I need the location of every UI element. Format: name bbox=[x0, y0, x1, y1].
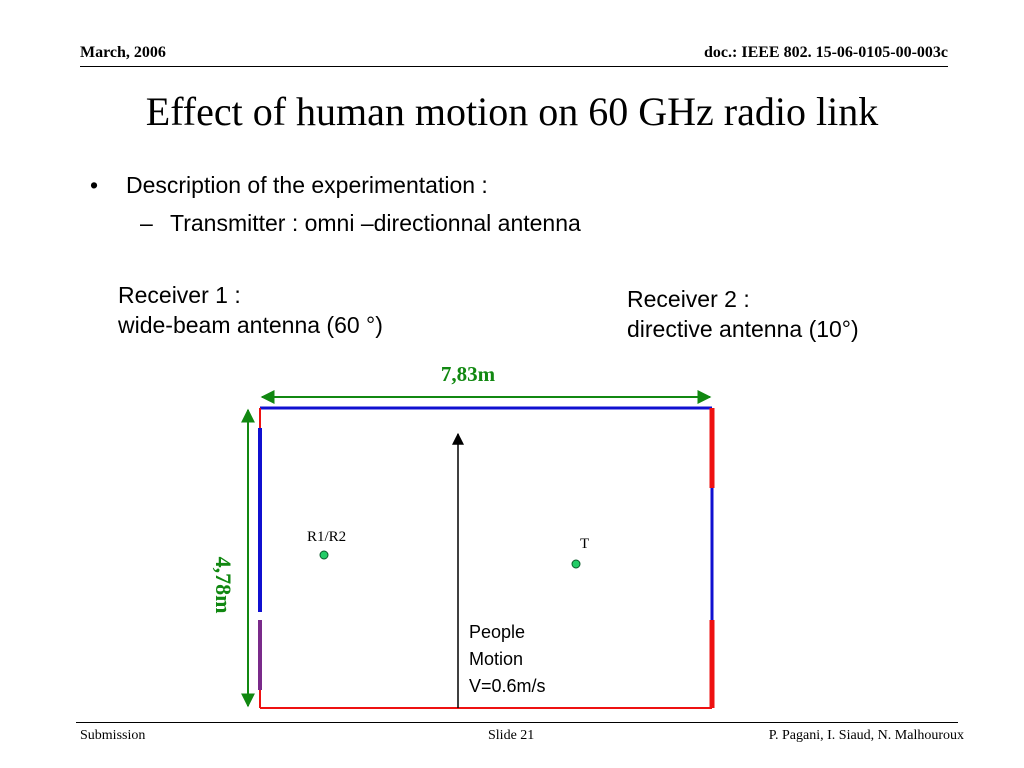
bullet-level2-text: Transmitter : omni –directionnal antenna bbox=[170, 210, 581, 236]
header-doc-id: doc.: IEEE 802. 15-06-0105-00-003c bbox=[704, 44, 948, 61]
motion-label-line2: Motion bbox=[469, 649, 523, 669]
motion-label-line3: V=0.6m/s bbox=[469, 676, 546, 696]
receiver1-title: Receiver 1 : bbox=[118, 282, 241, 308]
bullet-level2: – Transmitter : omni –directionnal antenn… bbox=[140, 210, 581, 237]
bullet-dot-icon: • bbox=[90, 172, 99, 198]
height-label: 4,78m bbox=[211, 557, 236, 614]
receiver2-description: directive antenna (10°) bbox=[627, 316, 859, 342]
footer-submission: Submission bbox=[80, 728, 146, 743]
bullet-dash-icon: – bbox=[140, 210, 153, 236]
receiver-node-label: R1/R2 bbox=[307, 529, 346, 545]
receiver2-title: Receiver 2 : bbox=[627, 286, 750, 312]
bullet-level1: • Description of the experimentation : bbox=[90, 172, 488, 199]
receiver-node bbox=[319, 550, 329, 560]
transmitter-node-label: T bbox=[580, 536, 589, 552]
footer-authors: P. Pagani, I. Siaud, N. Malhouroux bbox=[768, 728, 964, 743]
bullet-level1-text: Description of the experimentation : bbox=[126, 172, 488, 198]
header-divider bbox=[80, 66, 948, 67]
receiver1-caption: Receiver 1 : wide-beam antenna (60 °) bbox=[118, 280, 383, 340]
footer-slide-number: Slide 21 bbox=[488, 728, 535, 743]
transmitter-node bbox=[571, 559, 581, 569]
slide-title: Effect of human motion on 60 GHz radio l… bbox=[145, 89, 879, 134]
receiver2-caption: Receiver 2 : directive antenna (10°) bbox=[627, 284, 859, 344]
motion-label-line1: People bbox=[469, 622, 525, 642]
header-date: March, 2006 bbox=[80, 44, 166, 61]
receiver1-description: wide-beam antenna (60 °) bbox=[118, 312, 383, 338]
footer-divider bbox=[76, 722, 958, 723]
width-label: 7,83m bbox=[441, 362, 496, 386]
